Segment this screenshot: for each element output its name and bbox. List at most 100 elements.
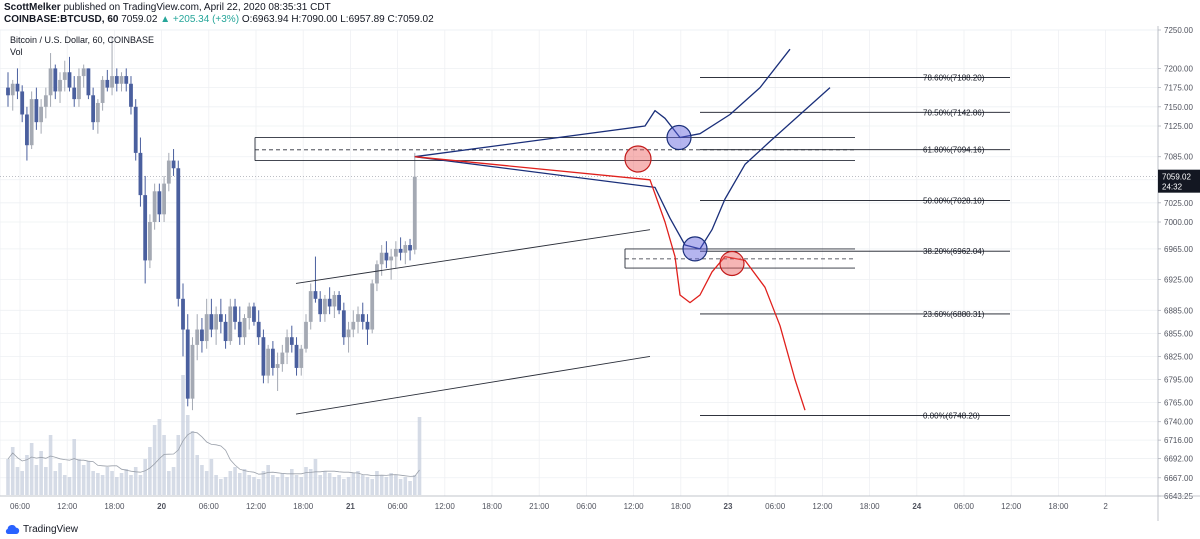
candle-body (190, 344, 195, 399)
author-name[interactable]: ScottMelker (4, 2, 61, 13)
volume-bar (72, 439, 77, 495)
volume-bar (237, 473, 242, 495)
ohlc-high: H:7090.00 (291, 14, 338, 25)
volume-bar (290, 469, 294, 495)
candle-body (209, 314, 214, 330)
publish-info: published on TradingView.com, April 22, … (63, 2, 331, 13)
candle-body (58, 79, 62, 92)
time-tick-label: 06:00 (199, 502, 220, 511)
candle-body (100, 79, 105, 103)
candle-body (148, 222, 152, 261)
candle-body (223, 321, 228, 342)
candle-body (110, 76, 114, 88)
volume-bar (195, 455, 199, 495)
time-tick-label: 21 (346, 502, 355, 511)
volume-bar (96, 473, 100, 495)
candle-body (39, 106, 44, 123)
time-tick-label: 18:00 (482, 502, 503, 511)
volume-bar (81, 465, 86, 495)
volume-bar (375, 471, 379, 495)
volume-bar (20, 471, 24, 495)
volume-bar (403, 477, 408, 495)
legend-vol: Vol (10, 47, 23, 57)
volume-bar (167, 471, 171, 495)
candle-body (143, 195, 148, 261)
volume-bar (294, 475, 299, 495)
volume-bar (119, 473, 124, 495)
candles (6, 37, 417, 411)
last-price: 7059.02 (121, 14, 158, 25)
volume-bar (351, 473, 356, 495)
volume-bar (25, 455, 29, 495)
volume-bar (44, 467, 48, 495)
candle-body (237, 321, 242, 338)
volume-bar (209, 459, 214, 495)
footer: TradingView (0, 521, 1200, 539)
candle-body (412, 176, 417, 250)
price-tick-label: 6667.00 (1164, 474, 1193, 483)
candle-body (204, 314, 209, 342)
volume-bar (394, 475, 398, 495)
volume-bar (252, 477, 256, 495)
volume-bar (185, 415, 190, 495)
plot-frame (0, 29, 1159, 497)
volume-bar (256, 479, 261, 495)
fib-level-label: 50.00%(7028.10) (923, 196, 985, 205)
candle-body (10, 83, 15, 96)
candle-body (360, 314, 365, 322)
candle-body (242, 318, 247, 338)
candle-body (389, 256, 394, 261)
candle-body (332, 294, 337, 307)
time-tick-label: 2 (1103, 502, 1108, 511)
price-tick-label: 6965.00 (1164, 245, 1193, 254)
candle-body (48, 68, 53, 96)
volume-bar (285, 477, 289, 495)
volume-bar (346, 477, 351, 495)
volume-bar (412, 475, 417, 495)
red-path-breakdown (414, 156, 806, 411)
volume-bar (233, 467, 237, 495)
ohlc-low: L:6957.89 (340, 14, 385, 25)
chart-area[interactable]: 78.60%(7188.20) 70.50%(7142.86) 61.80%(709… (0, 26, 1200, 521)
price-tick-label: 6765.00 (1164, 398, 1193, 407)
legend-title: Bitcoin / U.S. Dollar, 60, COINBASE (10, 35, 154, 45)
volume-bar (337, 475, 341, 495)
volume-bar (67, 477, 72, 495)
volume-bar (6, 459, 10, 495)
candle-body (29, 99, 34, 146)
volume-bar (105, 467, 110, 495)
price-tick-label: 7085.00 (1164, 153, 1193, 162)
price-chart[interactable]: 78.60%(7188.20) 70.50%(7142.86) 61.80%(709… (0, 26, 1200, 521)
time-tick-label: 12:00 (435, 502, 456, 511)
red-circle-marker (624, 145, 652, 173)
volume-bar (384, 477, 389, 495)
candle-body (124, 76, 129, 84)
time-tick-label: 23 (724, 502, 733, 511)
fib-level-label: 78.60%(7188.20) (923, 73, 985, 82)
tradingview-logo[interactable]: TradingView (4, 524, 78, 535)
candle-body (43, 95, 48, 107)
volume-bar (34, 465, 39, 495)
blue-circle-marker (666, 124, 692, 151)
time-tick-label: 06:00 (954, 502, 975, 511)
volume-bar (342, 479, 346, 495)
blue-path-retest (414, 87, 831, 250)
time-tick-label: 12:00 (57, 502, 78, 511)
publish-line: ScottMelker published on TradingView.com… (4, 2, 331, 14)
fib-level-label: 38.20%(6962.04) (923, 247, 985, 256)
candle-body (214, 314, 219, 330)
price-tick-label: 6716.00 (1164, 436, 1193, 445)
time-tick-label: 12:00 (246, 502, 267, 511)
volume-bar (148, 447, 152, 495)
candle-body (20, 91, 25, 115)
candle-body (6, 87, 10, 96)
price-tick-label: 7125.00 (1164, 122, 1193, 131)
volume-bar (133, 467, 138, 495)
time-tick-label: 18:00 (293, 502, 314, 511)
volume-bars (6, 375, 422, 495)
volume-bar (171, 467, 176, 495)
candle-body (289, 337, 294, 345)
volume-bar (275, 477, 280, 495)
candle-body (379, 252, 384, 265)
volume-bar (370, 479, 375, 495)
